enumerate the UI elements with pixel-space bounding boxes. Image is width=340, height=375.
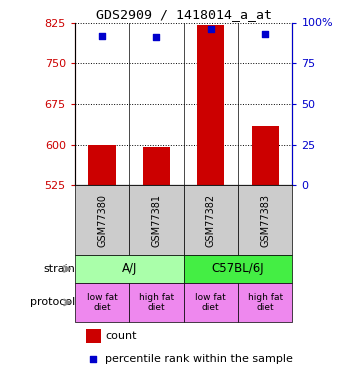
Text: count: count bbox=[105, 331, 137, 341]
Text: C57BL/6J: C57BL/6J bbox=[212, 262, 264, 276]
Point bbox=[208, 26, 214, 32]
Text: percentile rank within the sample: percentile rank within the sample bbox=[105, 354, 293, 364]
Text: protocol: protocol bbox=[30, 297, 75, 307]
Text: low fat
diet: low fat diet bbox=[87, 293, 117, 312]
Bar bbox=[75, 283, 129, 322]
Bar bbox=[75, 185, 129, 255]
Bar bbox=[238, 283, 292, 322]
Text: strain: strain bbox=[43, 264, 75, 274]
Point bbox=[99, 33, 105, 39]
Bar bbox=[184, 283, 238, 322]
Bar bbox=[129, 283, 184, 322]
Bar bbox=[143, 147, 170, 185]
Text: high fat
diet: high fat diet bbox=[139, 293, 174, 312]
Bar bbox=[197, 25, 224, 185]
Bar bbox=[252, 126, 279, 185]
Bar bbox=[184, 185, 238, 255]
Bar bbox=[184, 255, 292, 283]
Title: GDS2909 / 1418014_a_at: GDS2909 / 1418014_a_at bbox=[96, 8, 272, 21]
Point bbox=[262, 31, 268, 37]
Text: GSM77383: GSM77383 bbox=[260, 194, 270, 247]
Bar bbox=[75, 255, 184, 283]
Text: GSM77382: GSM77382 bbox=[206, 194, 216, 247]
Bar bbox=[86, 329, 101, 343]
Text: GSM77381: GSM77381 bbox=[151, 194, 162, 247]
Text: GSM77380: GSM77380 bbox=[97, 194, 107, 247]
Bar bbox=[129, 185, 184, 255]
Text: A/J: A/J bbox=[121, 262, 137, 276]
Text: high fat
diet: high fat diet bbox=[248, 293, 283, 312]
Bar bbox=[238, 185, 292, 255]
Text: low fat
diet: low fat diet bbox=[195, 293, 226, 312]
Bar bbox=[88, 145, 116, 185]
Point bbox=[90, 356, 96, 362]
Point bbox=[154, 34, 159, 40]
